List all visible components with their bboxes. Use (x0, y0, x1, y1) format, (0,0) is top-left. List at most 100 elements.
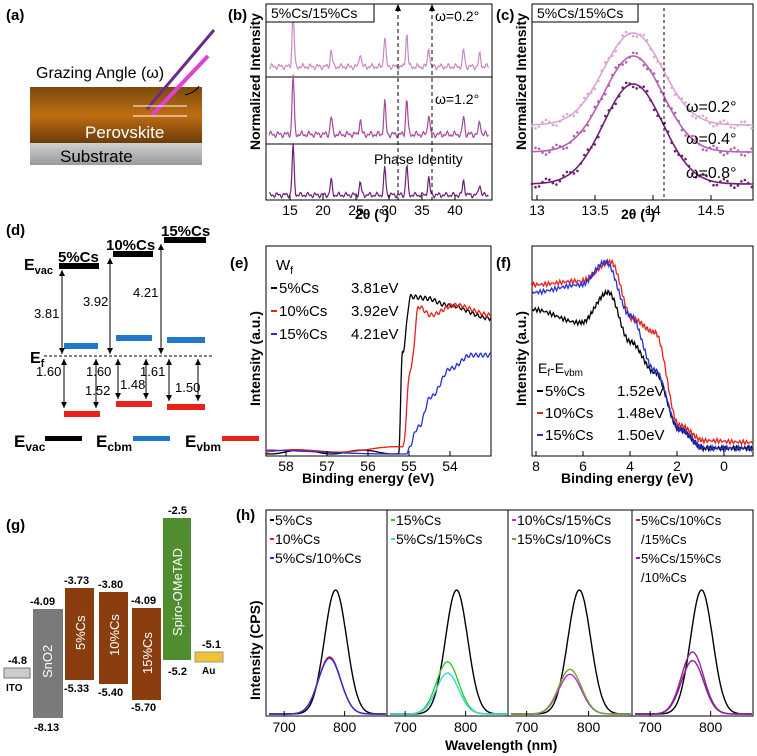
peak-point (733, 126, 736, 130)
peak-point (673, 93, 677, 96)
ups-cutoff-curve-3 (266, 352, 492, 455)
peak-fit-1 (532, 32, 753, 126)
pl-curve-5-Cs-15-Cs-10-Cs (635, 659, 752, 715)
pl-tick-label: 800 (577, 719, 601, 735)
panel-g-label: (g) (6, 517, 25, 534)
peak-point (680, 128, 684, 132)
peak-point (537, 147, 541, 151)
panel-f-legend-name: 15%Cs (545, 427, 593, 444)
pl-curve-5-Cs-15-Cs (390, 672, 507, 715)
pl-tick-label: 700 (393, 719, 417, 735)
peak-point (576, 169, 579, 173)
panel-f-legend-name: 10%Cs (545, 405, 593, 422)
peak-point (729, 148, 733, 151)
peak-point (747, 181, 750, 185)
d-arrowheads (59, 244, 201, 408)
peak-point (555, 143, 558, 147)
panel-e-tick-label: 54 (442, 458, 458, 474)
pl-curve-5-Cs (511, 589, 631, 715)
peak-point (569, 141, 572, 144)
peak-point (590, 146, 593, 149)
gap-left-10cs: 1.60 (86, 364, 111, 379)
sno2-top: -4.09 (30, 596, 55, 608)
panel-e-tick-label: 55 (401, 458, 417, 474)
au-top: -5.1 (202, 639, 221, 651)
peak-point (687, 108, 691, 111)
peak-point (600, 97, 604, 101)
peak-point (687, 134, 691, 138)
peak-point (558, 120, 562, 123)
peak-point (530, 149, 534, 153)
panel-b-tick-label: 20 (315, 202, 331, 218)
peak-point (684, 134, 687, 137)
pl-legend-label: 10%Cs/15%Cs (517, 512, 611, 528)
peak-point (624, 61, 628, 64)
d-arrows (61, 244, 199, 408)
peak-point (684, 101, 687, 104)
panel-c-tick-label: 13 (529, 202, 545, 218)
peak-point (565, 170, 569, 174)
spiro-top: -2.5 (168, 505, 187, 517)
peak-point (645, 38, 649, 42)
panel-b-sample-box (265, 3, 375, 23)
peak-point (597, 135, 600, 139)
peak-point (726, 121, 729, 125)
ef-main: E (30, 350, 41, 367)
ups-valence-curve-3 (531, 257, 754, 453)
ito-top: -4.8 (8, 655, 27, 667)
peak-point (705, 174, 708, 178)
peak-point (624, 81, 628, 85)
panel-f-label: (f) (496, 255, 511, 272)
peak-point (715, 183, 719, 187)
panel-f-title: Ef-Evbm (538, 360, 583, 379)
peak-point (621, 63, 624, 66)
panel-c-curves (530, 30, 754, 189)
panel-e-label: (e) (230, 255, 248, 272)
peak-point (740, 180, 743, 183)
pl-tick-label: 700 (515, 719, 539, 735)
peak-point (736, 124, 740, 127)
cs15-block (132, 608, 161, 700)
peak-point (656, 80, 659, 83)
panel-f-title-sub2: vbm (564, 368, 583, 379)
pl-legend-label: 15%Cs/10%Cs (517, 531, 611, 547)
peak-fit-2 (532, 55, 753, 153)
panel-b-label: (b) (228, 7, 247, 24)
peak-point (635, 35, 638, 38)
legend-evac-main: E (14, 432, 25, 451)
peak-point (579, 162, 583, 165)
evac-sub: vac (35, 265, 53, 277)
peak-point (642, 33, 645, 37)
vbm-10cs (116, 401, 152, 407)
peak-point (652, 55, 656, 59)
peak-point (562, 174, 565, 177)
peak-point (705, 117, 708, 120)
peak-point (611, 54, 614, 58)
peak-point (747, 123, 750, 127)
panel-b-omega1: ω=0.2° (435, 8, 479, 24)
peak-point (743, 120, 747, 123)
diffracted-beam (150, 54, 210, 117)
panel-f-tick-label: 0 (720, 458, 728, 474)
peak-point (642, 85, 645, 88)
peak-point (551, 146, 555, 149)
group-10cs-label: 10%Cs (106, 237, 155, 254)
peak-point (628, 82, 631, 85)
cbm-5cs (64, 343, 98, 349)
panel-f-tick-label: 6 (579, 458, 587, 474)
peak-point (715, 123, 719, 127)
peak-point (631, 35, 635, 38)
pl-curve-10-Cs-15-Cs (511, 673, 631, 715)
panel-e-xlabel: Binding energy (eV) (302, 470, 434, 486)
peak-point (712, 144, 715, 148)
panel-d: (d) 5%Cs 10%Cs 15%Cs Evac Ef (6, 222, 259, 454)
peak-point (541, 180, 544, 184)
panel-e-tick-label: 58 (278, 458, 294, 474)
peak-point (649, 69, 652, 72)
panel-f-title-e: E (538, 360, 547, 376)
legend-evac-sub: vac (25, 440, 45, 454)
pl-curve-10-Cs (269, 656, 386, 715)
pl-curve-5-Cs (269, 589, 386, 715)
ups-valence-curve-2 (531, 258, 754, 447)
pl-subpanel-frame (631, 509, 754, 717)
